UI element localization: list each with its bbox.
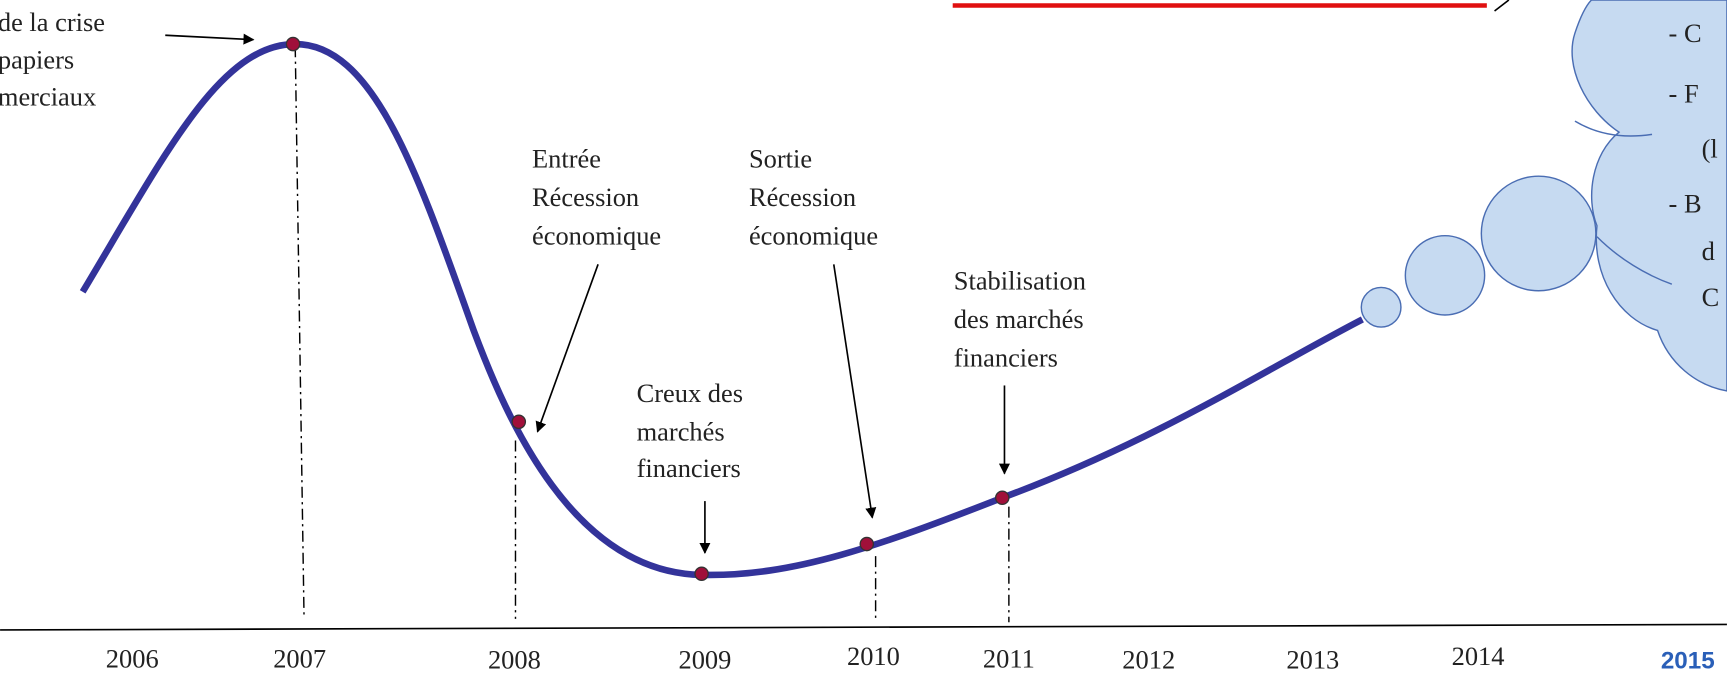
cycle-curve [79, 40, 1364, 579]
year-label: 2009 [678, 644, 731, 674]
year-label: 2011 [983, 643, 1035, 673]
annotation-line: des marchés [954, 304, 1084, 334]
event-dot [285, 36, 301, 52]
time-axis [0, 623, 1727, 631]
year-label: 2013 [1286, 644, 1339, 674]
cloud-text: C [1702, 282, 1720, 312]
annotation-line: économique [532, 220, 661, 250]
event-dot [859, 536, 875, 552]
cloud-text: - C [1669, 18, 1702, 48]
annotation-line: Récession [749, 182, 856, 212]
annotation-line: Creux des [637, 378, 743, 408]
annotation-line: papiers [0, 44, 74, 74]
event-dot [994, 490, 1010, 506]
cloud-text: - F [1669, 78, 1699, 108]
event-dot [511, 414, 527, 430]
year-label: 2010 [847, 641, 900, 671]
arrow [832, 264, 877, 519]
year-label: 2008 [488, 644, 541, 674]
year-label: 2006 [106, 643, 159, 673]
tick-mark [1494, 0, 1510, 12]
arrow [535, 264, 599, 433]
year-label: 2012 [1122, 644, 1175, 674]
annotation-line: Entrée [532, 143, 601, 173]
annotation-line: Stabilisation [954, 266, 1086, 296]
annotation-line: économique [749, 220, 878, 250]
annotation-line: de la crise [0, 7, 105, 37]
event-dot [694, 566, 709, 582]
annotation-line: merciaux [0, 82, 96, 112]
annotation-line: Récession [532, 182, 639, 212]
cloud-text: d [1702, 236, 1715, 266]
annotation-line: Sortie [749, 143, 812, 173]
guide-line [294, 46, 305, 617]
annotation-line: financiers [637, 453, 741, 483]
annotation-line: marchés [637, 417, 725, 447]
year-label: 2007 [273, 643, 326, 673]
year-label: 2014 [1452, 641, 1505, 671]
year-label-highlight: 2015 [1661, 647, 1715, 674]
cloud-text: (l [1702, 133, 1718, 163]
thought-cloud [1360, 0, 1727, 392]
arrow [165, 33, 255, 45]
annotation-line: financiers [954, 343, 1058, 373]
cloud-text: - B [1669, 189, 1702, 219]
